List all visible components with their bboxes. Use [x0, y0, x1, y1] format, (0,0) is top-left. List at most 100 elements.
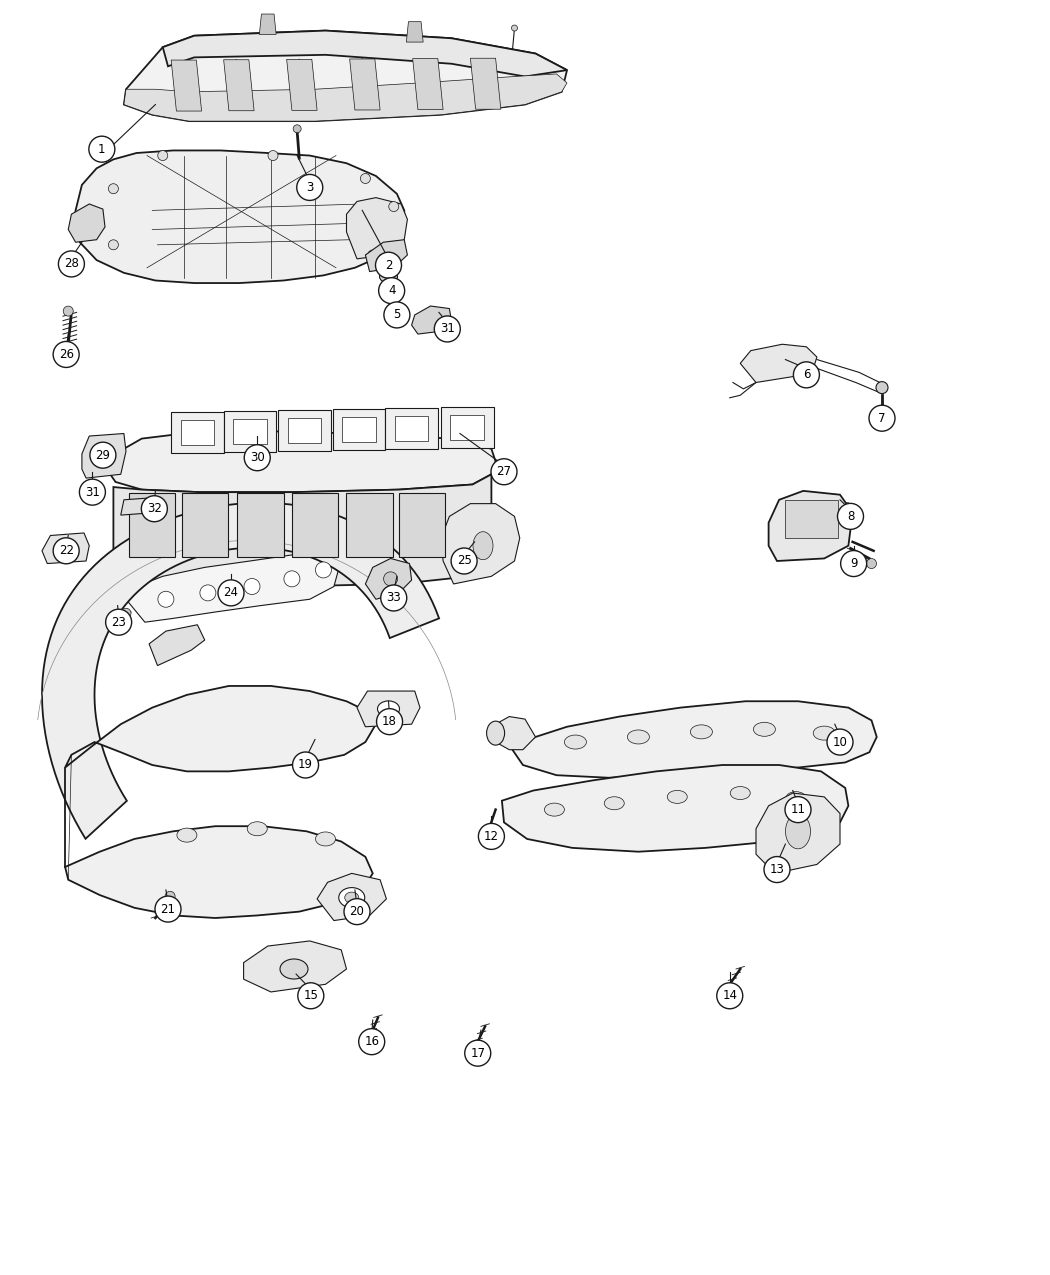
Polygon shape	[113, 474, 491, 586]
Polygon shape	[350, 59, 380, 110]
Text: 17: 17	[470, 1047, 485, 1060]
Polygon shape	[441, 407, 494, 448]
Circle shape	[142, 496, 167, 521]
Text: 3: 3	[306, 181, 314, 194]
Circle shape	[827, 729, 853, 755]
Polygon shape	[288, 418, 321, 444]
Circle shape	[293, 752, 318, 778]
Polygon shape	[385, 408, 438, 449]
Polygon shape	[740, 344, 817, 382]
Text: 19: 19	[298, 759, 313, 771]
Text: 24: 24	[224, 586, 238, 599]
Circle shape	[80, 479, 105, 505]
Text: 16: 16	[364, 1035, 379, 1048]
Polygon shape	[82, 434, 126, 478]
Polygon shape	[124, 74, 567, 121]
Polygon shape	[224, 411, 276, 451]
Polygon shape	[278, 411, 331, 451]
Ellipse shape	[730, 787, 751, 799]
Circle shape	[268, 150, 278, 161]
Circle shape	[838, 504, 863, 529]
Polygon shape	[121, 497, 160, 515]
Text: 26: 26	[59, 348, 74, 361]
Text: 30: 30	[250, 451, 265, 464]
Circle shape	[869, 405, 895, 431]
Ellipse shape	[344, 892, 359, 903]
Polygon shape	[342, 417, 376, 442]
Circle shape	[452, 548, 477, 574]
Circle shape	[284, 571, 300, 587]
Polygon shape	[413, 59, 443, 110]
Polygon shape	[346, 198, 407, 259]
Polygon shape	[171, 60, 202, 111]
Ellipse shape	[315, 833, 336, 845]
Polygon shape	[365, 240, 407, 272]
Polygon shape	[769, 491, 853, 561]
Text: 15: 15	[303, 989, 318, 1002]
Circle shape	[465, 1040, 490, 1066]
Text: 32: 32	[147, 502, 162, 515]
Ellipse shape	[667, 790, 688, 803]
Polygon shape	[287, 60, 317, 111]
Circle shape	[511, 26, 518, 31]
Polygon shape	[470, 59, 501, 110]
Circle shape	[866, 558, 877, 569]
Circle shape	[200, 585, 216, 601]
Polygon shape	[163, 31, 567, 76]
Circle shape	[383, 572, 398, 585]
Text: 5: 5	[393, 309, 401, 321]
Circle shape	[158, 150, 168, 161]
Circle shape	[298, 983, 323, 1009]
Circle shape	[63, 306, 74, 316]
Circle shape	[90, 442, 116, 468]
Polygon shape	[74, 150, 404, 283]
Circle shape	[344, 899, 370, 924]
Text: 28: 28	[64, 258, 79, 270]
Circle shape	[717, 983, 742, 1009]
Polygon shape	[512, 701, 877, 778]
Polygon shape	[68, 204, 105, 242]
Text: 33: 33	[386, 592, 401, 604]
Circle shape	[108, 184, 119, 194]
Circle shape	[54, 538, 79, 564]
Ellipse shape	[691, 725, 712, 738]
Polygon shape	[399, 493, 445, 557]
Polygon shape	[357, 691, 420, 727]
Polygon shape	[441, 504, 520, 584]
Text: 31: 31	[85, 486, 100, 499]
Circle shape	[381, 585, 406, 611]
Ellipse shape	[247, 822, 268, 835]
Text: 7: 7	[878, 412, 886, 425]
Circle shape	[59, 251, 84, 277]
Circle shape	[293, 125, 301, 133]
Circle shape	[794, 362, 819, 388]
Polygon shape	[171, 412, 224, 453]
Polygon shape	[259, 14, 276, 34]
Circle shape	[62, 546, 68, 551]
Polygon shape	[110, 431, 496, 492]
Polygon shape	[244, 941, 346, 992]
Circle shape	[165, 891, 175, 901]
Circle shape	[876, 412, 888, 425]
Circle shape	[315, 562, 332, 578]
Ellipse shape	[472, 532, 493, 560]
Polygon shape	[182, 493, 228, 557]
Polygon shape	[233, 418, 267, 444]
Circle shape	[876, 381, 888, 394]
Text: 31: 31	[440, 323, 455, 335]
Polygon shape	[346, 493, 393, 557]
Circle shape	[108, 240, 119, 250]
Ellipse shape	[280, 959, 308, 979]
Circle shape	[388, 201, 399, 212]
Circle shape	[376, 252, 401, 278]
Ellipse shape	[339, 887, 364, 908]
Circle shape	[106, 609, 131, 635]
Ellipse shape	[378, 701, 399, 717]
Ellipse shape	[176, 829, 197, 842]
Polygon shape	[292, 493, 338, 557]
Polygon shape	[128, 555, 338, 622]
Ellipse shape	[785, 792, 806, 805]
Ellipse shape	[628, 731, 649, 743]
Polygon shape	[129, 493, 175, 557]
Text: 13: 13	[770, 863, 784, 876]
